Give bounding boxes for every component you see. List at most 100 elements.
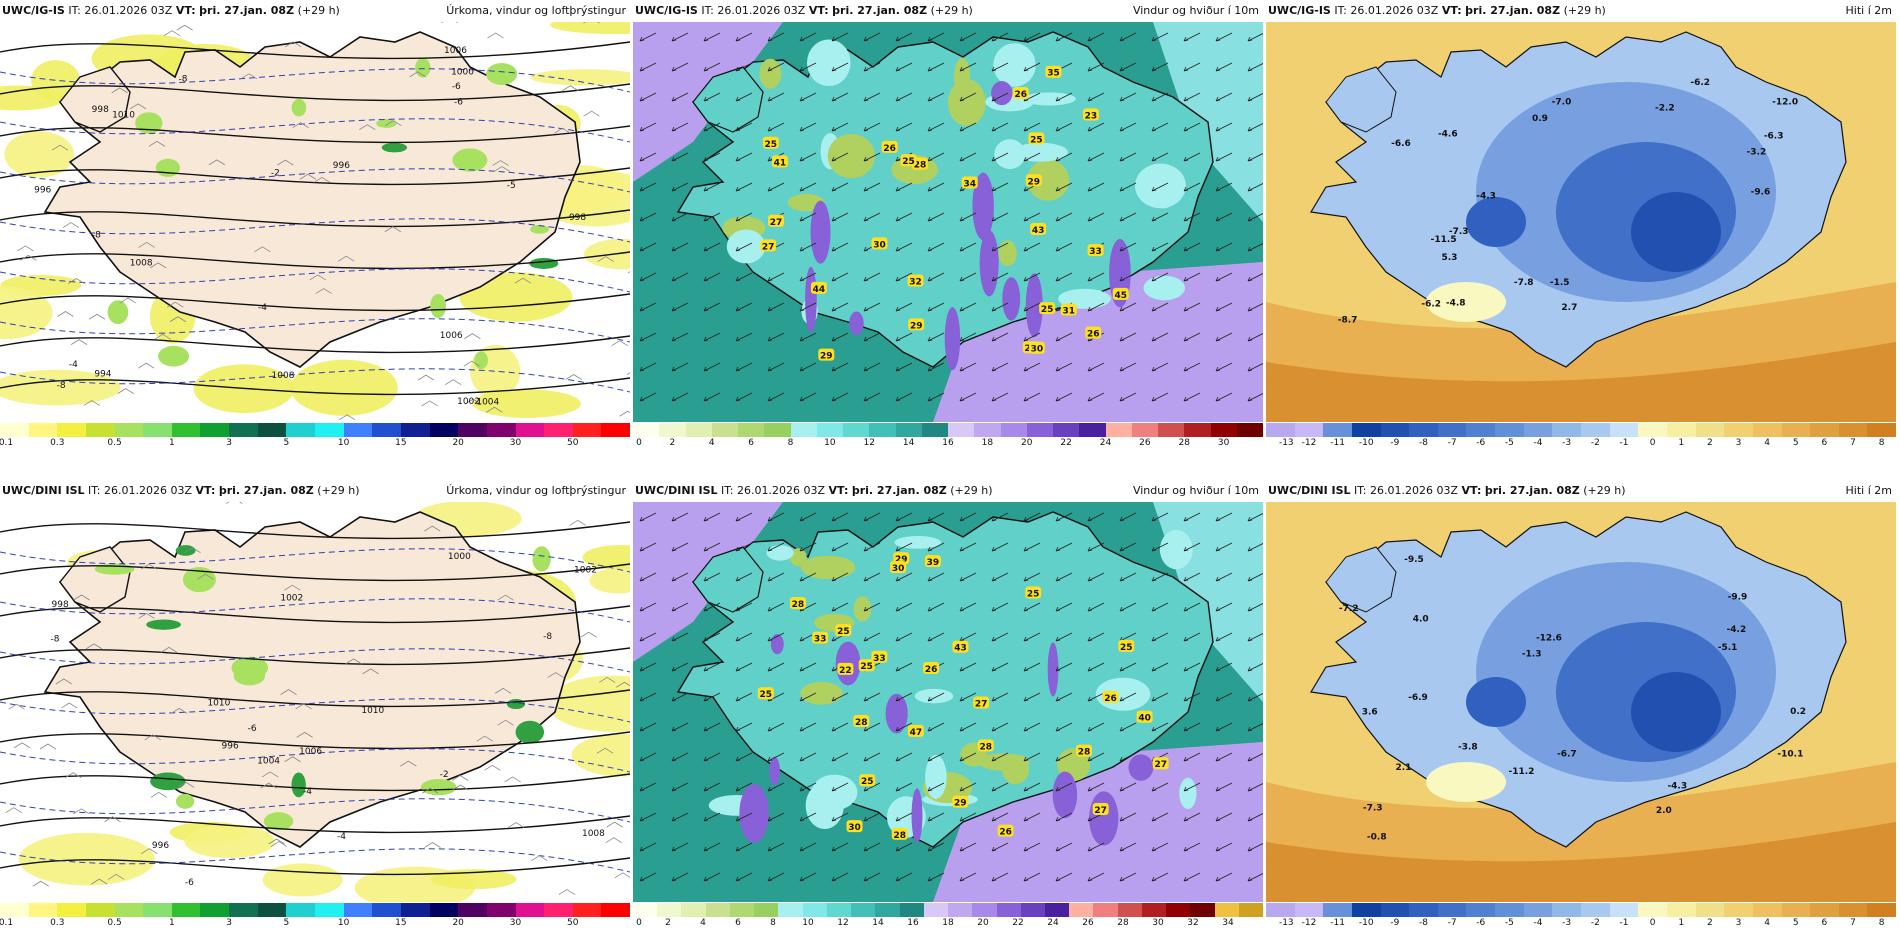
colorbar-tick-label: 4 [1764,438,1770,448]
temperature-label: -7.0 [1552,97,1572,107]
temp-contour-label: -6 [248,724,257,734]
colorbar-ticks: 0.1 0.3 0.5 1 3 5 10 15 20 30 50 [0,918,630,930]
colorbar-tick-label: 18 [981,438,994,448]
colorbar-tick-label: 15 [395,438,407,448]
map-area: 25 25 28 29 22 26 25 33 28 27 26 29 40 30 33 28 28 27 27 43… [633,502,1263,902]
colorbar-swatch [229,423,258,437]
gust-value: 28 [1078,748,1091,758]
temperature-label: -11.2 [1508,767,1534,777]
colorbar-ticks: -13 -12 -11 -10 -9 -8 -7 -6 -5 -4 -3 -2 -1 0 1 2 3 4 5 6 7 8 [1266,438,1896,450]
colorbar-swatch [544,903,573,917]
gust-label: 45 [1112,287,1129,301]
gust-label: 25 [835,624,852,637]
panel-title: Hiti í 2m [1845,4,1892,17]
colorbar-tick-label: 22 [1012,918,1024,928]
gust-label: 40 [1136,710,1153,724]
colorbar-tick-label: 5 [1792,918,1799,928]
gust-value: 28 [855,718,868,728]
temperature-label: -10.1 [1777,750,1803,760]
colorbar-swatch [996,903,1021,917]
colorbar [1266,903,1897,917]
colorbar-swatch [1380,423,1410,437]
colorbar-swatch [1351,903,1381,917]
gust-label: 29 [818,348,835,362]
colorbar-tick-label: 0.1 [0,918,14,928]
colorbar-tick-label: -13 [1278,918,1294,928]
gust-label: 28 [977,739,994,753]
colorbar-swatch [778,903,803,917]
temperature-label: -6.2 [1421,299,1441,309]
valid-time: þri. 27.jan. 08Z [199,4,295,17]
colorbar-swatch [315,423,344,437]
colorbar-tick-label: 30 [509,438,522,448]
colorbar-tick-label: 1 [168,918,175,928]
gust-label: 27 [760,239,777,252]
temperature-label: -9.5 [1404,555,1424,565]
colorbar-swatch [1409,423,1438,437]
colorbar-swatch [200,903,230,917]
gust-value: 27 [975,699,988,709]
gust-value: 26 [1014,90,1027,100]
colorbar-swatch [1466,903,1496,917]
colorbar-swatch [1437,903,1467,917]
isobar-label: 1008 [582,829,605,839]
colorbar-swatch [1695,423,1725,437]
colorbar-tick-label: 30 [1217,438,1230,448]
colorbar-swatch [1158,423,1185,437]
gust-value: 45 [1114,291,1127,301]
temperature-label: -6.2 [1690,78,1710,88]
gust-value: 43 [1032,226,1045,236]
colorbar [0,903,631,917]
colorbar-tick-label: -10 [1358,438,1374,448]
isobar-label: 996 [222,742,239,752]
panel-header: UWC/IG-IS IT: 26.01.2026 03Z VT: þri. 27… [635,4,1259,20]
isobar-label: 1004 [257,756,280,766]
colorbar-tick-label: 26 [1082,918,1094,928]
model-name: UWC/IG-IS [1268,4,1331,17]
colorbar-swatch [1000,423,1027,437]
colorbar-swatch [1190,903,1215,917]
gust-value: 30 [873,240,886,250]
gust-label: 27 [973,696,990,709]
colorbar-tick-label: 10 [337,438,350,448]
colorbar-swatch [923,903,949,917]
colorbar-tick-label: 16 [907,918,919,928]
temperature-label: -4.6 [1438,130,1458,140]
colorbar-swatch [1214,903,1239,917]
colorbar-swatch [315,903,344,917]
isobar-label: 998 [92,105,109,115]
colorbar-swatch [1053,423,1080,437]
colorbar-swatch [1609,423,1639,437]
model-name: UWC/DINI ISL [1268,484,1351,497]
map-svg: 3426303325292727233227252641352628442929… [633,22,1263,422]
gust-value: 25 [1027,589,1040,599]
map-area: -0.8 -4.3 3.6 -9.9 0.2 -5.1 -1.3 2.1 -3.8 -7.3 -6.… [1266,502,1896,902]
gust-label: 32 [907,274,924,288]
valid-time: þri. 27.jan. 08Z [1465,4,1561,17]
colorbar-tick-label: 0 [1649,438,1656,448]
colorbar-swatch [1020,903,1045,917]
colorbar-tick-label: 20 [452,438,464,448]
temperature-label: 2.1 [1395,763,1411,773]
panel-header: UWC/DINI ISL IT: 26.01.2026 03Z VT: þri.… [1268,484,1892,500]
colorbar-swatch [171,903,201,917]
colorbar-tick-label: 26 [1139,438,1151,448]
header-left: UWC/IG-IS IT: 26.01.2026 03Z VT: þri. 27… [2,4,340,17]
colorbar-tick-label: -11 [1330,438,1345,448]
gust-value: 26 [925,665,938,675]
valid-time: þri. 27.jan. 08Z [832,4,928,17]
gust-value: 29 [895,555,908,565]
colorbar-tick-label: 24 [1047,918,1059,928]
isobar-label: 1006 [444,46,467,56]
header-left: UWC/DINI ISL IT: 26.01.2026 03Z VT: þri.… [1268,484,1626,497]
colorbar-tick-label: -3 [1562,438,1572,448]
colorbar-tick-label: 10 [824,438,836,448]
colorbar-swatch [1184,423,1211,437]
map-svg: 2525282922262533282726294030332828272743… [633,502,1263,902]
colorbar-tick-label: 7 [1850,438,1856,448]
gust-label: 25 [900,154,917,167]
colorbar [633,903,1264,917]
gust-value: 35 [1047,69,1060,79]
gust-label: 30 [890,560,907,574]
model-name: UWC/IG-IS [635,4,698,17]
